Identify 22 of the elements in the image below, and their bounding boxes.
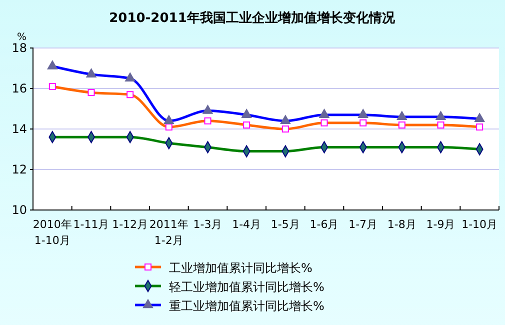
x-tick-label: 1-3月 (193, 218, 222, 231)
legend-label: 轻工业增加值累计同比增长% (169, 280, 324, 294)
x-tick-label: 1-11月 (73, 218, 110, 231)
y-tick-label: 12 (12, 162, 27, 176)
x-tick-label: 1-7月 (348, 218, 378, 231)
x-tick-label: 2011年 1-2月 (149, 218, 188, 247)
chart-title: 2010-2011年我国工业企业增加值增长变化情况 (109, 10, 396, 26)
x-tick-label: 1-4月 (232, 218, 262, 231)
y-tick-label: 16 (12, 81, 27, 96)
y-tick-label: 10 (12, 202, 27, 217)
x-tick-label: 2010年 1-10月 (32, 218, 72, 247)
x-tick-label: 1-9月 (426, 218, 456, 231)
x-tick-label: 1-10月 (462, 218, 498, 231)
y-tick-label: 14 (12, 122, 27, 136)
y-tick-label: 18 (12, 40, 27, 55)
x-tick-label: 1-8月 (387, 218, 416, 231)
x-tick-label: 1-5月 (270, 218, 300, 231)
x-tick-label: 1-6月 (310, 218, 339, 231)
y-axis-title: % (17, 32, 27, 43)
legend-label: 重工业增加值累计同比增长% (169, 299, 324, 313)
x-tick-label: 1-12月 (112, 218, 148, 231)
legend-label: 工业增加值累计同比增长% (169, 261, 312, 275)
